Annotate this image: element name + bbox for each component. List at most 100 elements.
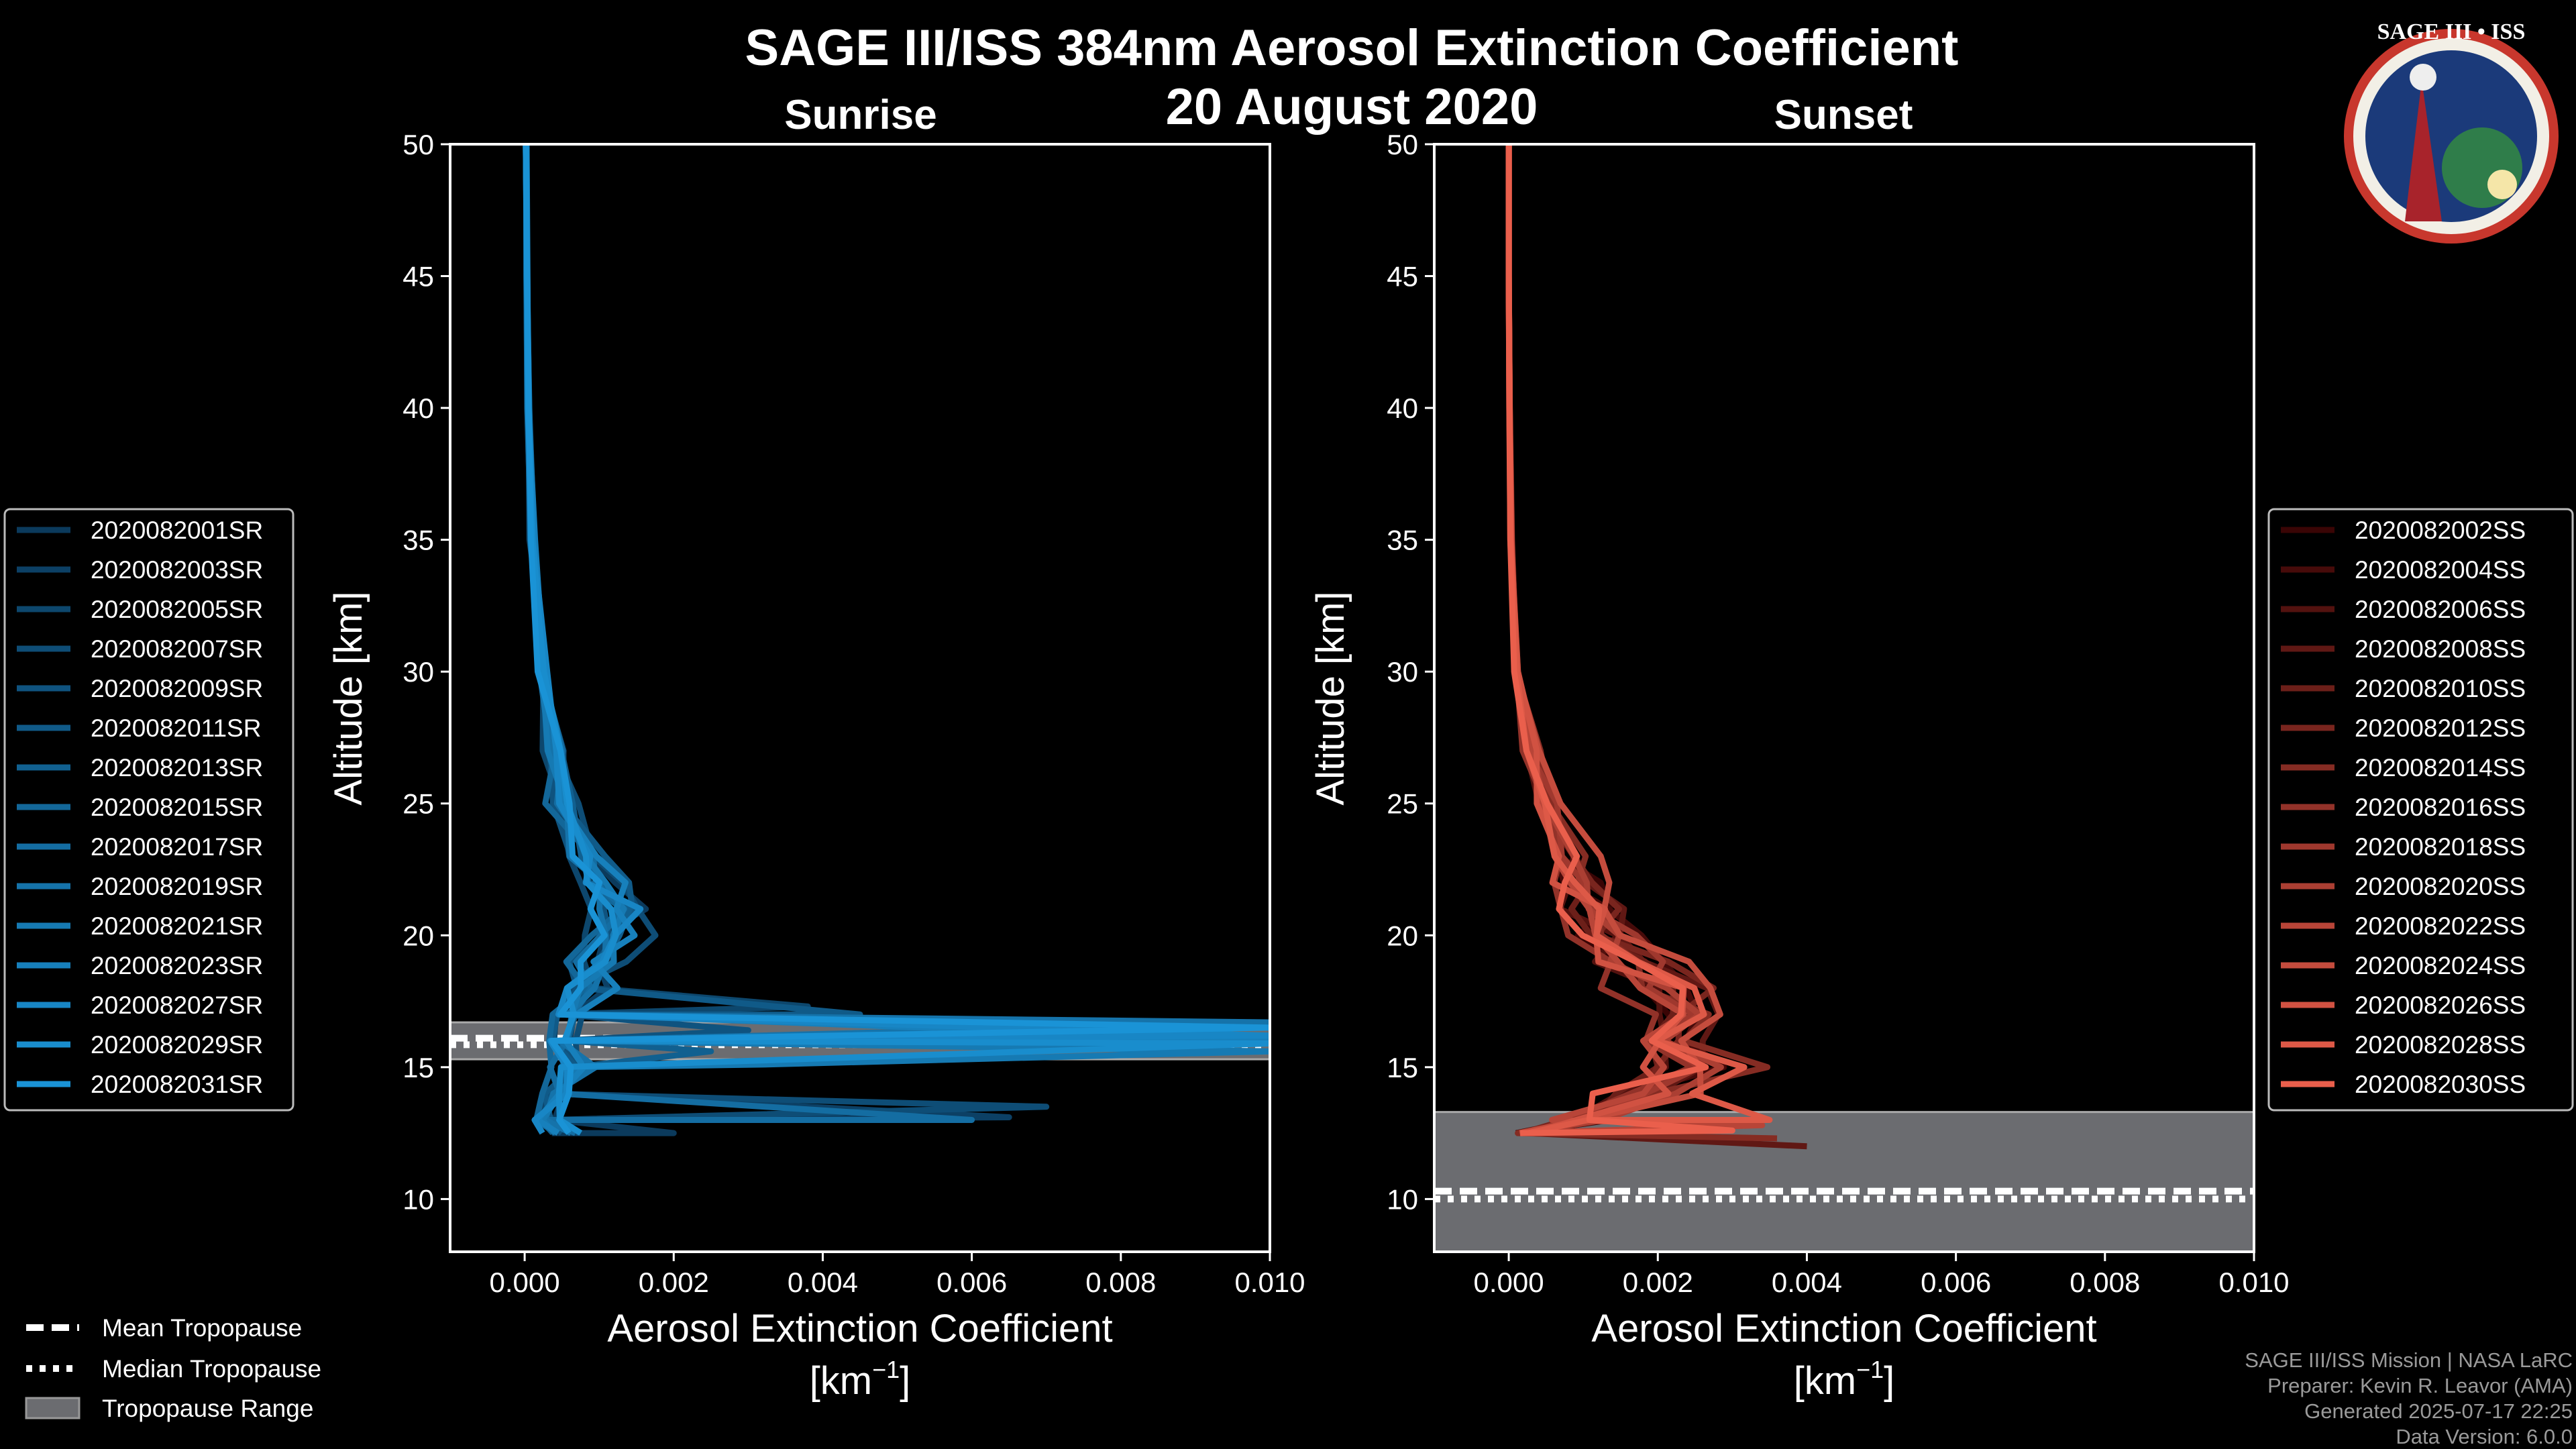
legend-item: 2020082008SS [2281, 635, 2526, 663]
x-tick-label: 0.008 [1085, 1267, 1156, 1298]
legend-item: 2020082027SR [17, 991, 263, 1019]
y-tick-label: 20 [1387, 920, 1418, 951]
figure-title: SAGE III/ISS 384nm Aerosol Extinction Co… [745, 19, 1959, 76]
legend-item: 2020082002SS [2281, 517, 2526, 544]
y-tick-label: 20 [402, 920, 434, 951]
credit-line: Data Version: 6.0.0 [2396, 1425, 2573, 1448]
legend-label: 2020082013SR [91, 754, 263, 782]
mean-tropopause-label: Mean Tropopause [102, 1314, 302, 1342]
credit-line: Preparer: Kevin R. Leavor (AMA) [2267, 1374, 2573, 1397]
legend-label: 2020082026SS [2355, 991, 2526, 1019]
legend-label: 2020082030SS [2355, 1071, 2526, 1098]
legend-label: 2020082010SS [2355, 675, 2526, 702]
legend-item: 2020082021SR [17, 912, 263, 940]
profile-line-2020082019SR [523, 144, 1270, 1136]
legend-label: 2020082011SR [91, 714, 261, 742]
legend-label: 2020082003SR [91, 556, 263, 584]
x-axis-unit: [km−1] [1794, 1356, 1895, 1403]
legend-item: 2020082019SR [17, 873, 263, 900]
profile-line-2020082023SR [523, 144, 1270, 1136]
axes-frame [1433, 143, 2255, 1253]
y-tick-label: 35 [402, 525, 434, 556]
legend-item: 2020082020SS [2281, 873, 2526, 900]
legend-item: 2020082029SR [17, 1031, 263, 1059]
legend-label: 2020082031SR [91, 1071, 263, 1098]
legend-label: 2020082002SS [2355, 517, 2526, 544]
y-tick-label: 10 [1387, 1183, 1418, 1215]
legend-item: 2020082007SR [17, 635, 263, 663]
legend-label: 2020082028SS [2355, 1031, 2526, 1059]
plot-area [1434, 144, 2254, 1252]
legend-item: 2020082018SS [2281, 833, 2526, 861]
legend-label: 2020082021SR [91, 912, 263, 940]
legend-item: 2020082031SR [17, 1071, 263, 1098]
x-tick-label: 0.010 [2218, 1267, 2289, 1298]
y-axis-label: Altitude [km] [327, 591, 370, 805]
y-tick-label: 40 [1387, 392, 1418, 424]
legend-label: 2020082020SS [2355, 873, 2526, 900]
x-tick-label: 0.002 [1623, 1267, 1693, 1298]
legend-item: 2020082006SS [2281, 596, 2526, 623]
legend-label: 2020082008SS [2355, 635, 2526, 663]
x-tick-label: 0.000 [490, 1267, 560, 1298]
legend-label: 2020082019SR [91, 873, 263, 900]
profile-line-2020082030SS [1505, 144, 1735, 1136]
x-axis-unit: [km−1] [810, 1356, 911, 1403]
profile-line-2020082021SR [523, 144, 1270, 1136]
x-tick-label: 0.000 [1474, 1267, 1544, 1298]
y-tick-label: 50 [402, 129, 434, 160]
tropopause-range-swatch [25, 1397, 80, 1419]
y-tick-label: 15 [402, 1052, 434, 1083]
credits: SAGE III/ISS Mission | NASA LaRC Prepare… [2245, 1348, 2573, 1448]
legend-label: 2020082022SS [2355, 912, 2526, 940]
x-tick-label: 0.004 [1772, 1267, 1842, 1298]
legend-item: 2020082004SS [2281, 556, 2526, 584]
y-tick-label: 40 [402, 392, 434, 424]
profile-line-2020082027SR [523, 144, 1270, 1135]
median-tropopause-label: Median Tropopause [102, 1355, 321, 1383]
x-tick-label: 0.002 [639, 1267, 709, 1298]
x-tick-label: 0.008 [2070, 1267, 2140, 1298]
legend-label: 2020082023SR [91, 952, 263, 979]
legend-item: 2020082013SR [17, 754, 263, 782]
svg-text:SAGE III • ISS: SAGE III • ISS [2377, 19, 2526, 44]
mission-logo: SAGE III • ISS [2344, 19, 2559, 244]
legend-label: 2020082018SS [2355, 833, 2526, 861]
legend-item: 2020082005SR [17, 596, 263, 623]
legend-item: 2020082022SS [2281, 912, 2526, 940]
y-tick-label: 25 [1387, 788, 1418, 820]
axes-frame [449, 143, 1271, 1253]
y-tick-label: 45 [402, 261, 434, 292]
legend-item: 2020082012SS [2281, 714, 2526, 742]
credit-line: Generated 2025-07-17 22:25 [2304, 1399, 2573, 1423]
legend-label: 2020082029SR [91, 1031, 263, 1059]
sunset-panel: 0.000 0.002 0.004 0.006 0.008 0.010 10 15 20 25 30… [1309, 92, 2574, 1403]
panel-title: Sunset [1774, 92, 1913, 138]
unit-base: [km [1794, 1359, 1856, 1403]
legend-item: 2020082014SS [2281, 754, 2526, 782]
y-tick-label: 30 [402, 656, 434, 688]
unit-exponent: −1 [872, 1356, 900, 1383]
legend-item: 2020082003SR [17, 556, 263, 584]
legend-item: 2020082011SR [17, 714, 261, 742]
profile-line-2020082013SR [523, 144, 714, 1136]
legend-label: 2020082007SR [91, 635, 263, 663]
legend-label: 2020082004SS [2355, 556, 2526, 584]
y-tick-label: 30 [1387, 656, 1418, 688]
legend-item: 2020082028SS [2281, 1031, 2526, 1059]
series-legend: 2020082002SS 2020082004SS 2020082006SS 2020… [2267, 508, 2574, 1112]
x-tick-label: 0.010 [1234, 1267, 1305, 1298]
legend-item: 2020082001SR [17, 517, 263, 544]
legend-item: 2020082030SS [2281, 1071, 2526, 1098]
legend-item: 2020082015SR [17, 794, 263, 821]
legend-label: 2020082016SS [2355, 794, 2526, 821]
legend-label: 2020082005SR [91, 596, 263, 623]
unit-end: ] [900, 1359, 910, 1403]
legend-item: 2020082010SS [2281, 675, 2526, 702]
legend-label: 2020082015SR [91, 794, 263, 821]
legend-label: 2020082017SR [91, 833, 263, 861]
y-tick-label: 35 [1387, 525, 1418, 556]
profile-line-2020082031SR [523, 144, 1270, 1135]
legend-item: 2020082026SS [2281, 991, 2526, 1019]
